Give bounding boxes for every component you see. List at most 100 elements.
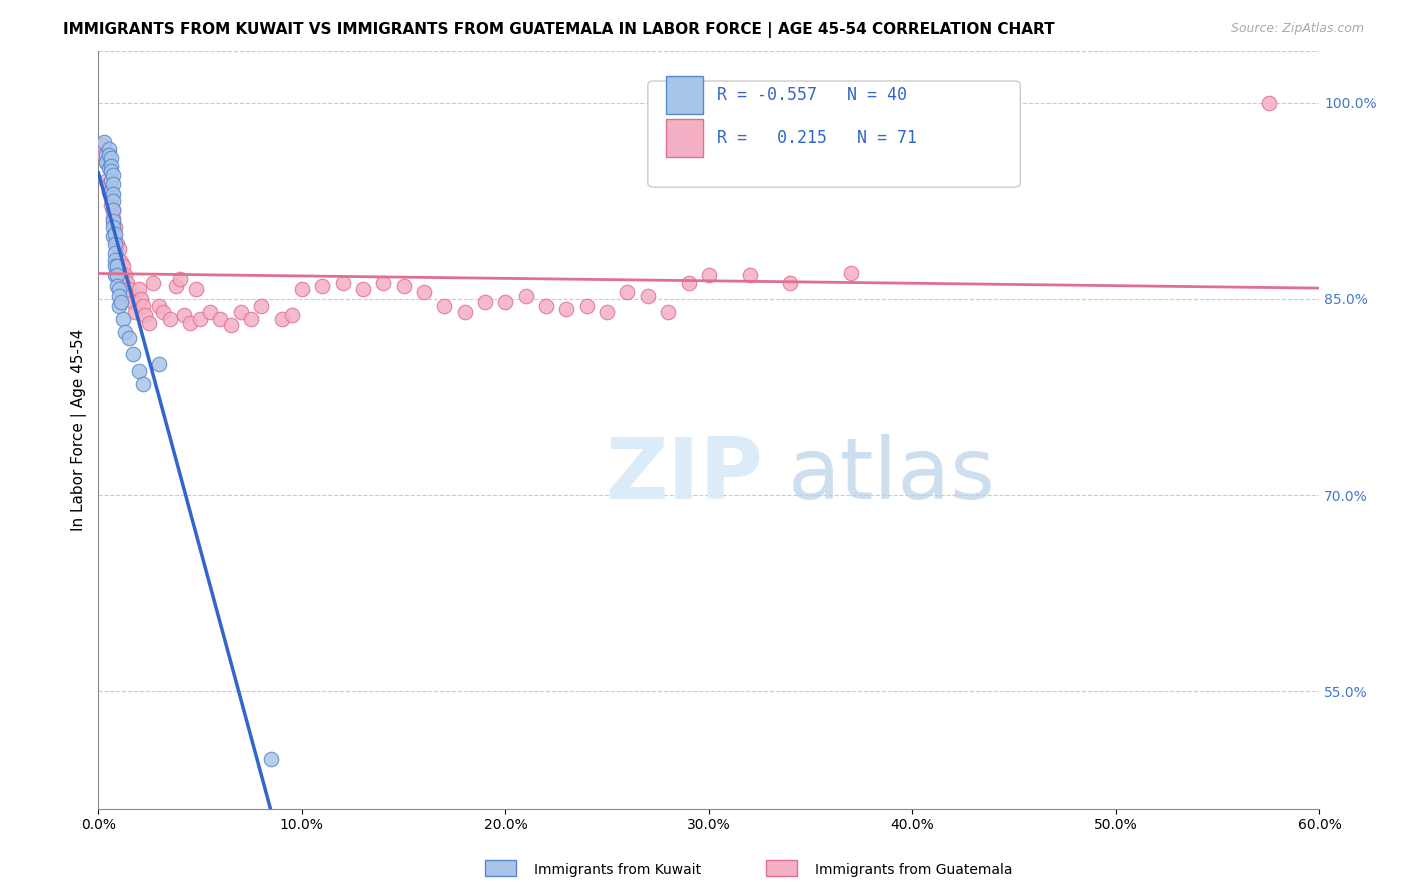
Point (515, 289, 537, 303)
Point (173, 308, 195, 322)
Point (107, 243, 129, 257)
Point (104, 227, 127, 241)
Point (413, 285, 436, 300)
Point (105, 268, 128, 283)
Point (209, 311, 232, 326)
Point (188, 311, 211, 326)
Point (392, 279, 415, 293)
Point (107, 252, 129, 267)
Point (104, 237, 127, 252)
Point (132, 376, 155, 391)
Point (159, 311, 181, 326)
Point (101, 229, 124, 244)
Point (200, 305, 222, 319)
Point (534, 299, 557, 313)
Point (596, 305, 619, 319)
Point (240, 311, 263, 326)
Bar (766, 860, 797, 876)
Point (105, 279, 128, 293)
Point (616, 285, 638, 300)
Point (122, 347, 145, 361)
Point (169, 272, 191, 286)
Point (107, 289, 129, 303)
Point (104, 220, 127, 235)
Point (100, 185, 122, 199)
Text: ZIP: ZIP (605, 434, 763, 516)
Point (101, 211, 124, 225)
Point (105, 237, 128, 252)
Point (142, 277, 165, 291)
Point (229, 305, 252, 319)
Point (97, 185, 120, 199)
Point (114, 325, 136, 339)
Text: Immigrants from Guatemala: Immigrants from Guatemala (815, 863, 1012, 877)
Point (114, 268, 136, 283)
Point (97, 148, 120, 162)
Point (104, 246, 127, 260)
Point (97, 142, 120, 156)
Point (311, 279, 333, 293)
Point (657, 305, 679, 319)
Point (96, 154, 118, 169)
Point (97, 161, 120, 176)
Text: R = -0.557   N = 40: R = -0.557 N = 40 (717, 86, 907, 103)
Point (433, 299, 456, 313)
Point (96, 148, 118, 162)
Point (100, 190, 122, 204)
Point (250, 299, 273, 313)
Point (93, 135, 115, 149)
Text: Immigrants from Kuwait: Immigrants from Kuwait (534, 863, 702, 877)
Point (104, 252, 127, 267)
Y-axis label: In Labor Force | Age 45-54: In Labor Force | Age 45-54 (72, 328, 87, 531)
Text: IMMIGRANTS FROM KUWAIT VS IMMIGRANTS FROM GUATEMALA IN LABOR FORCE | AGE 45-54 C: IMMIGRANTS FROM KUWAIT VS IMMIGRANTS FRO… (63, 22, 1054, 38)
Point (101, 213, 124, 227)
Point (110, 255, 132, 269)
Point (453, 305, 475, 319)
Point (101, 177, 124, 191)
Point (100, 164, 122, 178)
Point (111, 311, 134, 326)
FancyBboxPatch shape (648, 81, 1021, 187)
Point (128, 281, 150, 295)
Point (101, 203, 124, 218)
Point (184, 281, 207, 295)
Point (118, 281, 141, 295)
Point (101, 187, 124, 202)
Point (678, 277, 700, 291)
Point (129, 292, 152, 306)
Text: R =   0.215   N = 71: R = 0.215 N = 71 (717, 128, 918, 147)
Point (637, 289, 659, 303)
Point (270, 311, 292, 326)
Point (110, 294, 132, 309)
Bar (666, 76, 703, 113)
Text: atlas: atlas (789, 434, 997, 516)
Point (100, 159, 122, 173)
Point (101, 220, 124, 235)
Point (332, 277, 354, 291)
Point (107, 299, 129, 313)
Point (219, 318, 242, 332)
Point (111, 260, 134, 274)
Point (91, 137, 114, 152)
Point (101, 203, 124, 218)
Point (132, 299, 155, 313)
Bar (485, 860, 516, 876)
Point (105, 260, 128, 274)
Point (100, 198, 122, 212)
Text: Source: ZipAtlas.com: Source: ZipAtlas.com (1230, 22, 1364, 36)
Point (104, 268, 127, 283)
Point (101, 194, 124, 208)
Point (138, 316, 160, 330)
Point (107, 281, 129, 295)
Point (122, 294, 145, 309)
Point (165, 279, 187, 293)
Point (291, 281, 314, 295)
Point (280, 308, 302, 322)
Point (118, 331, 141, 345)
Point (134, 308, 156, 322)
Point (148, 357, 170, 371)
Point (373, 277, 395, 291)
Point (260, 752, 283, 766)
Point (97, 177, 120, 191)
Point (494, 294, 516, 309)
